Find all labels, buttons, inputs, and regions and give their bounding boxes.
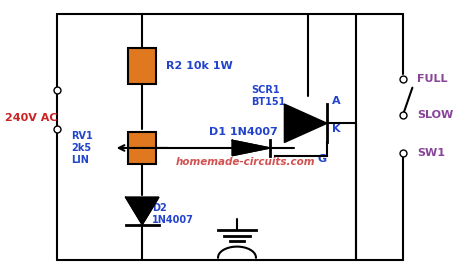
Text: FULL: FULL [417,75,447,84]
Text: G: G [318,154,327,164]
Text: D2
1N4007: D2 1N4007 [152,203,193,224]
Polygon shape [126,197,159,225]
Text: SLOW: SLOW [417,110,453,120]
Polygon shape [232,140,270,156]
Text: SW1: SW1 [417,149,445,158]
Text: homemade-circuits.com: homemade-circuits.com [175,157,315,167]
Text: RV1
2k5
LIN: RV1 2k5 LIN [71,131,93,165]
Bar [128,48,156,84]
Bar [128,132,156,164]
Text: D1 1N4007: D1 1N4007 [209,127,277,137]
Text: A: A [332,96,340,106]
Text: 240V AC: 240V AC [5,113,57,123]
Polygon shape [284,104,327,142]
Text: K: K [332,124,340,134]
Text: SCR1
BT151: SCR1 BT151 [251,85,286,107]
Text: R2 10k 1W: R2 10k 1W [166,61,233,71]
